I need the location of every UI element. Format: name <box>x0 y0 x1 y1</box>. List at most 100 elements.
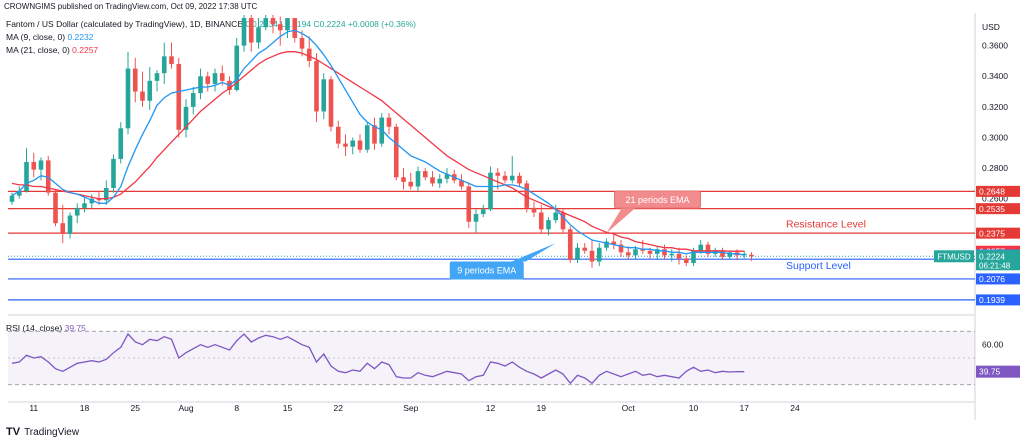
candle-body <box>147 80 153 101</box>
candle-28 <box>212 68 218 92</box>
candle-body <box>190 93 196 107</box>
candle-16 <box>125 51 131 135</box>
candle-body <box>422 171 428 178</box>
candle-body <box>589 250 595 262</box>
y-axis-title: USD <box>982 22 1000 32</box>
candle-35 <box>263 15 269 31</box>
candle-body <box>292 18 298 38</box>
badge-resistance-0.2535-bg <box>976 203 1020 215</box>
candle-50 <box>372 117 377 150</box>
ma9-line <box>11 29 745 256</box>
rsi-value-badge-bg <box>976 365 1020 378</box>
ema9-callout: 9 periods EMA <box>457 265 516 275</box>
legend-ma9-row[interactable]: MA (9, close, 0) 0.2232 <box>6 31 416 44</box>
candle-body <box>720 250 725 257</box>
candle-body <box>111 158 116 188</box>
candle-83 <box>611 233 617 250</box>
candle-body <box>662 249 667 256</box>
candle-body <box>393 126 399 178</box>
candle-14 <box>111 154 116 193</box>
candle-body <box>509 175 515 181</box>
candle-body <box>82 203 87 208</box>
candle-body <box>640 249 646 251</box>
candle-34 <box>256 18 261 49</box>
candle-96 <box>705 241 711 257</box>
candle-11 <box>89 194 95 208</box>
candle-23 <box>176 57 182 138</box>
candle-body <box>364 125 370 150</box>
date-tick-11: 10 <box>689 403 699 413</box>
candle-body <box>219 73 225 81</box>
candle-77 <box>567 226 573 264</box>
current-price-value: 0.2224 <box>979 251 1005 261</box>
candle-44 <box>328 76 334 132</box>
candle-65 <box>480 204 486 218</box>
candle-body <box>437 178 443 184</box>
candle-body <box>502 175 508 181</box>
candle-62 <box>459 174 464 190</box>
current-price-bg <box>976 250 1020 271</box>
date-tick-12: 17 <box>740 403 750 413</box>
candle-3 <box>31 152 37 178</box>
candle-41 <box>306 36 312 68</box>
candle-84 <box>618 240 624 257</box>
date-tick-7: Sep <box>403 403 418 413</box>
candle-body <box>517 175 522 184</box>
candle-body <box>386 117 392 127</box>
tradingview-brand[interactable]: TV TradingView <box>6 426 79 438</box>
candle-body <box>256 27 261 43</box>
date-tick-9: 19 <box>537 403 547 413</box>
candle-59 <box>437 174 443 188</box>
price-tick-3: 0.3000 <box>982 132 1008 142</box>
candle-body <box>531 207 537 213</box>
candle-body <box>118 128 124 159</box>
candle-body <box>169 56 174 64</box>
badge-support-0.2076-bg <box>976 273 1020 285</box>
ema21-callout: 21 periods EMA <box>625 195 689 205</box>
candle-body <box>546 220 551 230</box>
candle-body <box>38 160 44 170</box>
date-tick-13: 24 <box>790 403 800 413</box>
candle-53 <box>393 123 399 181</box>
resistance-label: Resistance Level <box>786 219 866 231</box>
legend-ma21-row[interactable]: MA (21, close, 0) 0.2257 <box>6 44 416 57</box>
candle-body <box>683 258 689 264</box>
candle-body <box>321 79 327 112</box>
candle-body <box>31 161 37 170</box>
candle-body <box>705 244 711 254</box>
candle-68 <box>502 171 508 184</box>
candle-18 <box>140 71 145 107</box>
candle-body <box>676 253 682 259</box>
badge-resistance-0.2648: 0.2648 <box>976 185 1020 197</box>
candle-82 <box>604 238 609 251</box>
rsi-legend-value: 39.75 <box>64 323 86 333</box>
candle-body <box>372 125 377 144</box>
candle-7 <box>60 204 66 244</box>
date-tick-10: Oct <box>622 403 636 413</box>
badge-resistance-0.2535-text: 0.2535 <box>979 204 1005 214</box>
price-tick-0: 0.3600 <box>982 41 1008 51</box>
candle-body <box>647 250 653 254</box>
rsi-legend[interactable]: RSI (14, close) 39.75 <box>6 323 86 333</box>
support-label: Support Level <box>786 260 851 272</box>
candle-body <box>495 172 501 176</box>
ema21-callout-box <box>614 190 701 209</box>
candle-12 <box>96 191 102 205</box>
candle-63 <box>466 183 472 228</box>
badge-resistance-0.2375: 0.2375 <box>976 227 1020 239</box>
ema21-callout-pointer <box>606 207 637 234</box>
badge-support-0.1939-text: 0.1939 <box>979 295 1005 305</box>
badge-resistance-0.2648-bg <box>976 185 1020 197</box>
rsi-legend-label: RSI (14, close) <box>6 323 63 333</box>
candle-10 <box>82 197 87 213</box>
candle-102 <box>749 252 754 261</box>
candle-6 <box>53 189 58 227</box>
candle-body <box>16 191 22 196</box>
candle-body <box>183 106 189 130</box>
candle-27 <box>205 71 211 92</box>
candle-body <box>459 180 464 187</box>
candle-body <box>328 79 334 127</box>
candle-body <box>560 212 566 230</box>
